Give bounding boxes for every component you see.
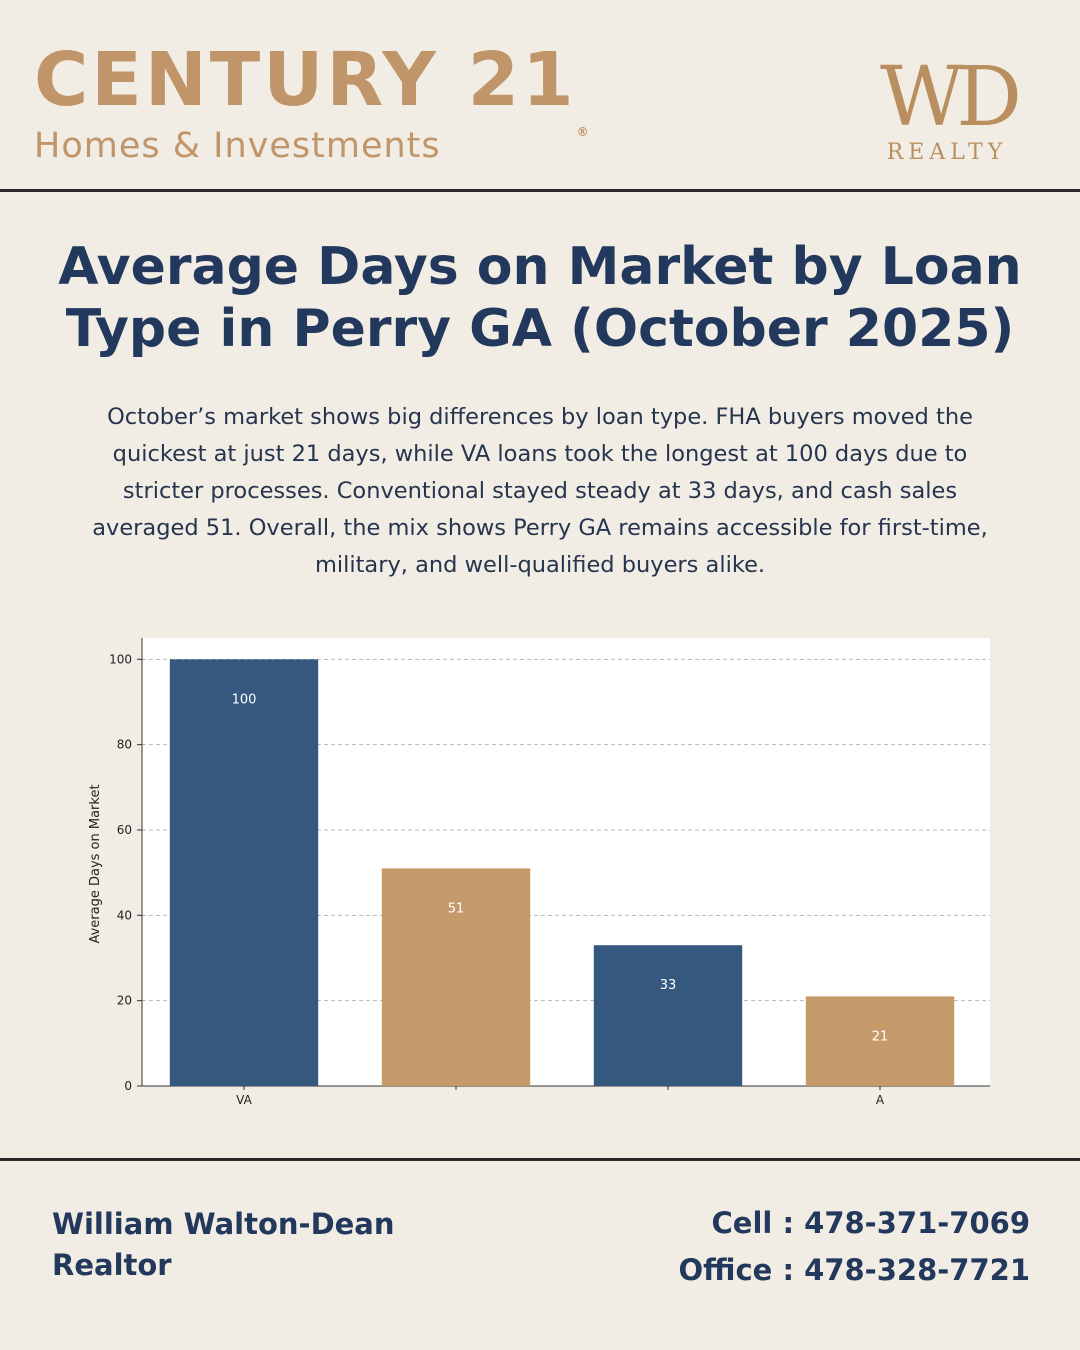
y-tick-label: 80	[117, 738, 132, 752]
brand-subtitle: Homes & Investments	[34, 126, 441, 166]
agent-name: William Walton-Dean	[52, 1207, 395, 1241]
wd-logo-text: REALTY	[886, 140, 1008, 165]
header-divider	[0, 189, 1080, 192]
bar-value-label: 33	[660, 978, 677, 993]
agent-info: William Walton-Dean Realtor	[52, 1204, 395, 1286]
y-tick-label: 20	[117, 994, 132, 1008]
y-tick-label: 60	[117, 823, 132, 837]
x-tick-label: VA	[236, 1093, 252, 1107]
bar	[169, 659, 319, 1086]
wd-logo-mark: WD	[879, 50, 1022, 145]
office-phone[interactable]: Office : 478-328-7721	[678, 1253, 1031, 1287]
cell-phone[interactable]: Cell : 478-371-7069	[711, 1206, 1030, 1240]
chart-svg: 0 20 40 60 80 100 Average Days on Market 100 VA 5…	[88, 638, 990, 1107]
registered-mark: ®	[576, 125, 589, 139]
bar-value-label: 21	[872, 1029, 889, 1044]
bar-value-label: 100	[232, 692, 257, 707]
contact-info: Cell : 478-371-7069 Office : 478-328-772…	[679, 1200, 1031, 1294]
y-tick-label: 40	[117, 908, 132, 922]
agent-role: Realtor	[52, 1248, 172, 1282]
page-title: Average Days on Market by Loan Type in P…	[40, 236, 1040, 360]
y-axis-label: Average Days on Market	[88, 784, 103, 943]
title-line-1: Average Days on Market by Loan	[58, 237, 1022, 297]
bar	[593, 945, 743, 1086]
y-tick-label: 100	[109, 652, 132, 666]
bar	[381, 868, 531, 1086]
bar	[805, 996, 955, 1086]
bar-chart: 0 20 40 60 80 100 Average Days on Market 100 VA 5…	[82, 636, 992, 1116]
century21-logo: CENTURY 21 ® Homes & Investments	[34, 40, 589, 166]
title-line-2: Type in Perry GA (October 2025)	[65, 299, 1015, 359]
wd-realty-logo: WD REALTY	[872, 50, 1022, 166]
market-description: October’s market shows big differences b…	[92, 404, 988, 578]
footer-divider	[0, 1158, 1080, 1161]
y-tick-label: 0	[124, 1079, 132, 1093]
bar-value-label: 51	[448, 901, 465, 916]
brand-name: CENTURY 21	[34, 37, 577, 123]
x-tick-label: A	[876, 1093, 885, 1107]
